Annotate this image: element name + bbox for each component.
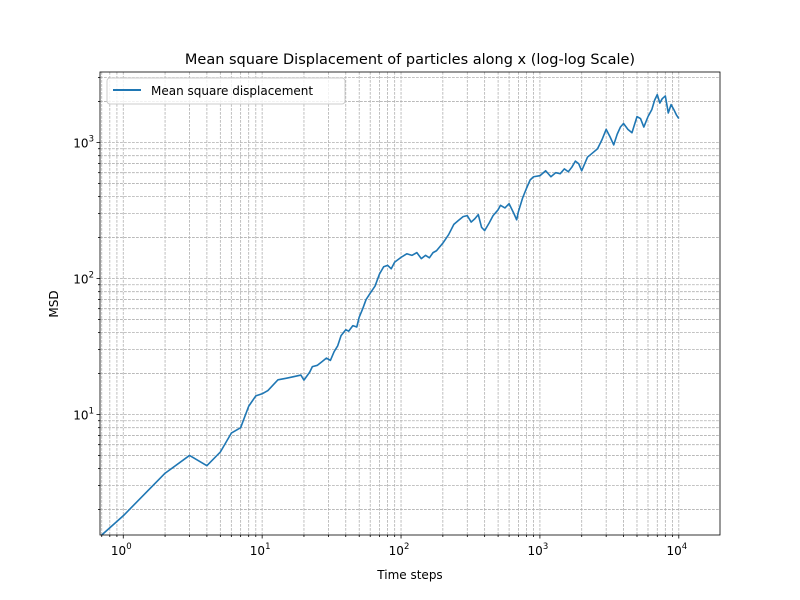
y-tick-label: 103 — [73, 135, 94, 151]
series-layer — [101, 93, 680, 536]
series-line-mean-square-displacement — [101, 93, 680, 536]
plot-frame — [99, 71, 721, 536]
axis-ticks: 100 101 102 103 104 101 102 103 — [73, 77, 687, 558]
y-tick-label: 101 — [73, 407, 94, 423]
x-tick-label: 102 — [389, 542, 410, 558]
x-axis-label: Time steps — [376, 568, 442, 582]
x-tick-label: 103 — [528, 542, 549, 558]
x-tick-label: 101 — [250, 542, 271, 558]
x-tick-label: 104 — [666, 542, 687, 558]
y-axis-label: MSD — [47, 290, 61, 317]
legend-label: Mean square displacement — [151, 84, 313, 98]
legend-box — [106, 77, 346, 105]
x-tick-label: 100 — [111, 542, 132, 558]
chart-title: Mean square Displacement of particles al… — [185, 52, 635, 68]
grid-lines — [100, 72, 720, 535]
legend: Mean square displacement — [106, 77, 346, 105]
y-tick-label: 102 — [73, 271, 94, 287]
